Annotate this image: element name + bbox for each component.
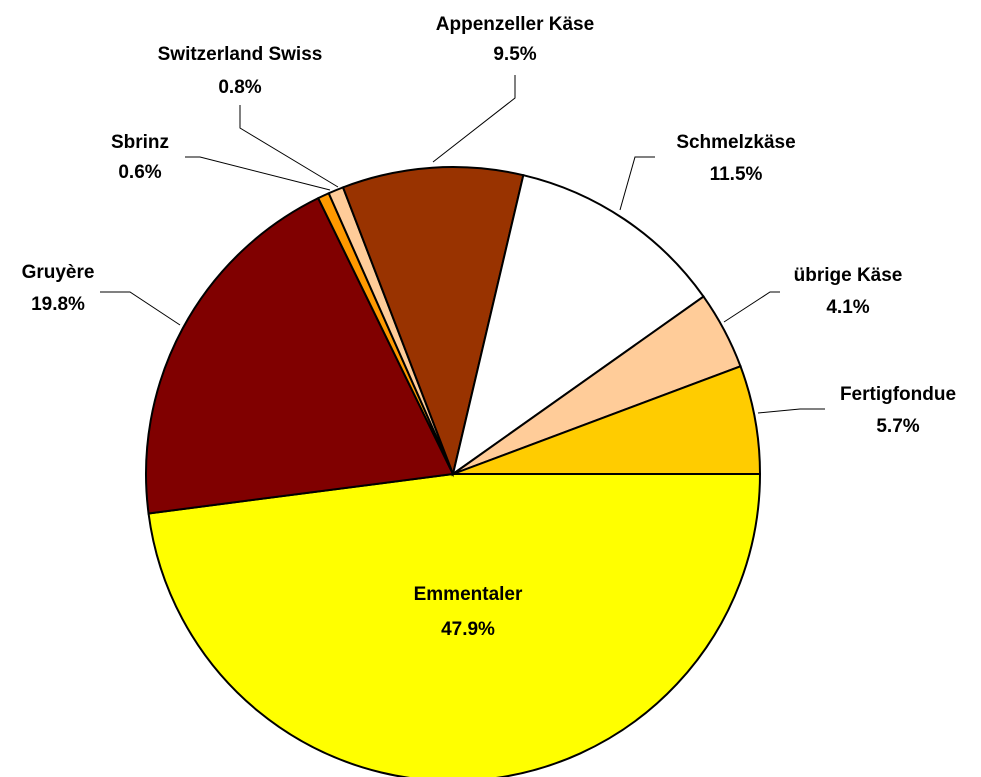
slice-label: Schmelzkäse [676, 132, 795, 153]
pie-slice [341, 166, 525, 478]
slice-label: Switzerland Swiss [158, 44, 323, 65]
pie-slice [451, 173, 705, 477]
slice-label: Emmentaler [414, 584, 523, 605]
slice-value-label: 5.7% [876, 416, 919, 437]
leader-line [239, 105, 339, 188]
pie-slice [147, 473, 762, 777]
slice-value-label: 4.1% [826, 297, 869, 318]
slice-value-label: 47.9% [441, 619, 495, 640]
slice-value-label: 11.5% [710, 164, 763, 185]
slice-label: Appenzeller Käse [436, 14, 594, 35]
slice-value-label: 0.8% [218, 77, 261, 98]
leader-line [723, 291, 780, 323]
leader-line [432, 75, 516, 163]
leader-line [619, 156, 655, 211]
leader-line [185, 156, 331, 191]
leader-line [100, 291, 181, 326]
pie-slice [145, 196, 455, 515]
leader-line [757, 408, 825, 414]
pie-slice [452, 364, 762, 475]
slice-label: übrige Käse [794, 265, 903, 286]
slice-label: Sbrinz [111, 132, 169, 153]
slice-label: Gruyère [22, 262, 95, 283]
slice-value-label: 19.8% [31, 294, 85, 315]
slice-value-label: 0.6% [118, 162, 161, 183]
slice-label: Fertigfondue [840, 384, 956, 405]
slice-value-label: 9.5% [493, 44, 536, 65]
